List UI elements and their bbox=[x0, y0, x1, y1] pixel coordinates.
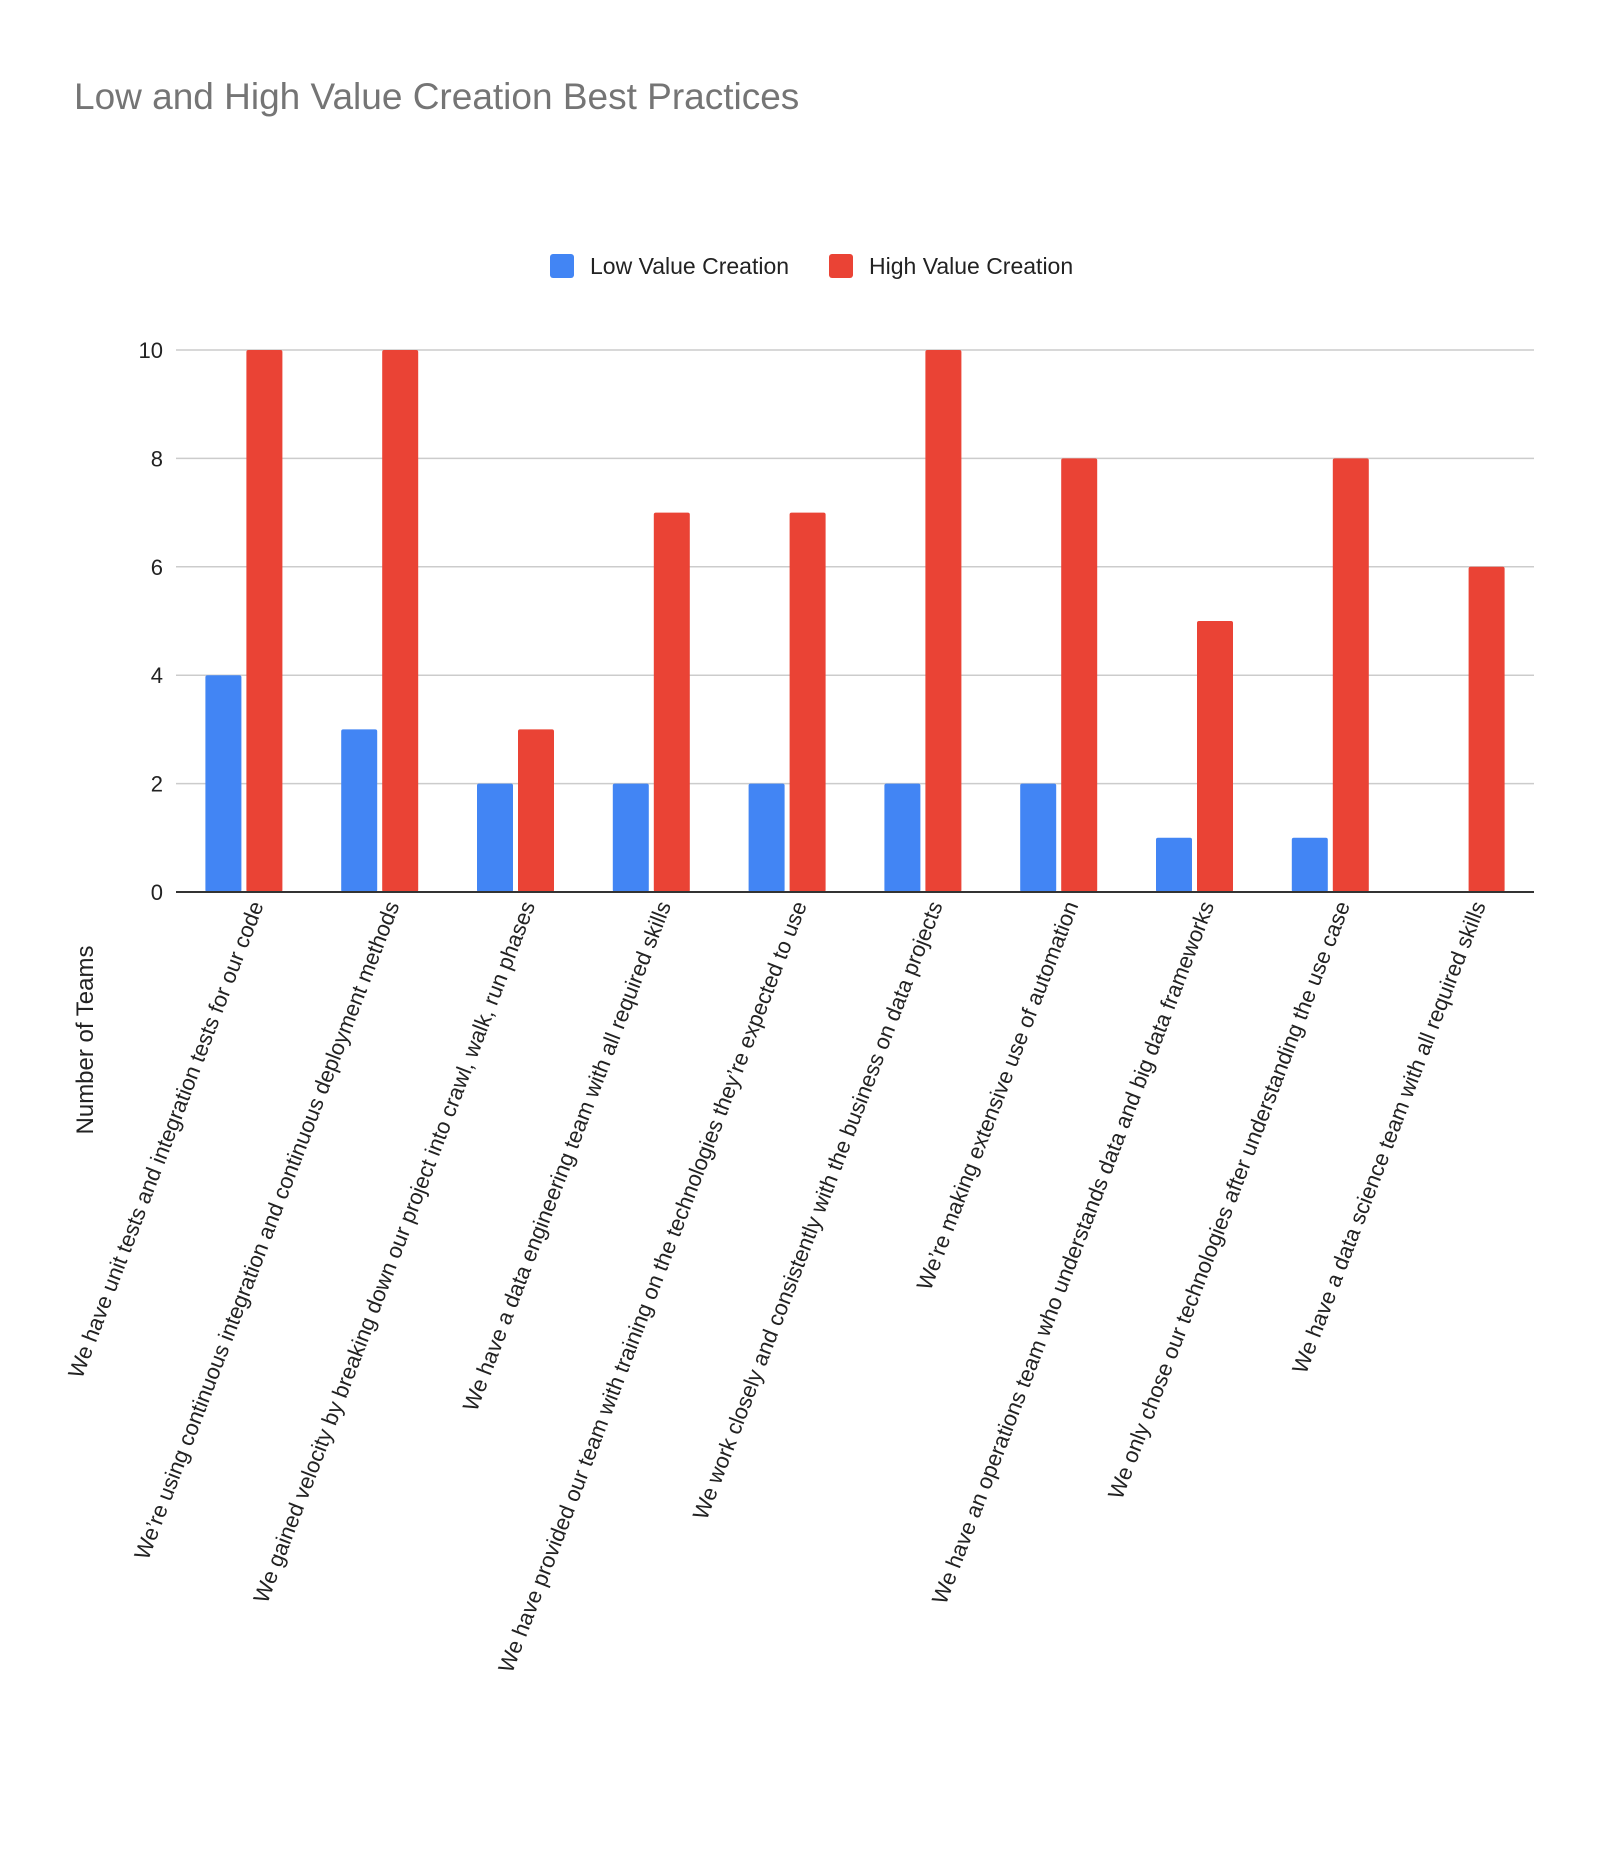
bar-high-value bbox=[925, 350, 962, 892]
y-axis-label: Number of Teams bbox=[72, 946, 99, 1135]
y-tick-label: 4 bbox=[151, 663, 163, 688]
y-axis-ticks: 0 2 4 6 8 10 bbox=[139, 338, 163, 905]
bar-high-value bbox=[246, 350, 283, 892]
bar-high-value bbox=[1061, 458, 1098, 892]
bar-high-value bbox=[653, 512, 690, 892]
chart-title: Low and High Value Creation Best Practic… bbox=[74, 76, 799, 117]
bar-low-value bbox=[477, 783, 513, 892]
y-tick-label: 6 bbox=[151, 555, 163, 580]
bar-low-value bbox=[1156, 837, 1192, 892]
bar-high-value bbox=[1468, 566, 1505, 892]
y-tick-label: 8 bbox=[151, 446, 163, 471]
y-tick-label: 0 bbox=[151, 880, 163, 905]
bar-low-value bbox=[341, 729, 378, 892]
legend: Low Value Creation High Value Creation bbox=[550, 253, 1073, 279]
bar-low-value bbox=[748, 783, 785, 892]
legend-label-high: High Value Creation bbox=[869, 253, 1073, 279]
bar-low-value bbox=[1020, 783, 1057, 892]
bar-high-value bbox=[1332, 458, 1369, 892]
y-tick-label: 2 bbox=[151, 772, 163, 797]
bars bbox=[205, 350, 1505, 892]
bar-high-value bbox=[789, 512, 826, 892]
bar-low-value bbox=[884, 783, 921, 892]
legend-label-low: Low Value Creation bbox=[590, 253, 789, 279]
legend-swatch-high bbox=[829, 254, 853, 278]
y-tick-label: 10 bbox=[139, 338, 163, 363]
legend-swatch-low bbox=[550, 254, 574, 278]
bar-low-value bbox=[1291, 837, 1328, 892]
bar-high-value bbox=[518, 729, 554, 892]
bar-high-value bbox=[1197, 621, 1233, 892]
bar-low-value bbox=[205, 675, 242, 892]
bar-low-value bbox=[612, 783, 649, 892]
bar-high-value bbox=[382, 350, 419, 892]
